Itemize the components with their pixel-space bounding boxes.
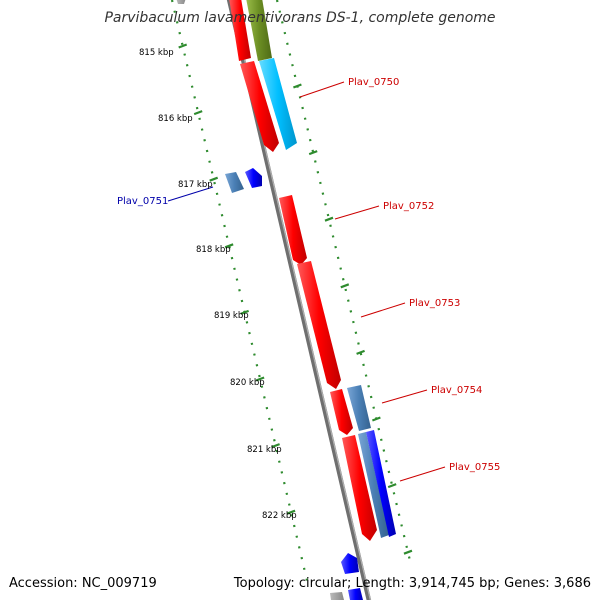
tick-label-818: 818 kbp xyxy=(196,245,231,255)
tick-label-821: 821 kbp xyxy=(247,445,282,455)
tick-mark-inner-821 xyxy=(271,443,280,449)
tick-mark-outer-817 xyxy=(324,216,334,222)
feature-olive xyxy=(246,0,272,61)
gene-features xyxy=(176,0,396,600)
tick-label-819: 819 kbp xyxy=(214,311,249,321)
feature-steel-plav-0754 xyxy=(347,385,371,431)
leader-plav-0752 xyxy=(334,205,380,220)
feature-steel-plav-0755 xyxy=(358,432,389,538)
tick-mark-inner-818 xyxy=(224,243,234,249)
cds-plav-0754 xyxy=(330,389,353,435)
cds-bottom-reverse xyxy=(341,553,359,574)
tick-mark-inner-819 xyxy=(240,309,250,315)
gene-label-plav-0750[interactable]: Plav_0750 xyxy=(348,77,399,88)
gene-label-plav-0754[interactable]: Plav_0754 xyxy=(431,385,482,396)
gene-label-plav-0752[interactable]: Plav_0752 xyxy=(383,201,434,212)
accession-text: Accession: NC_009719 xyxy=(9,576,157,591)
tick-mark-inner-816 xyxy=(193,110,203,116)
cds-top-partial xyxy=(229,0,251,61)
gene-label-plav-0755[interactable]: Plav_0755 xyxy=(449,462,500,473)
tick-mark-inner-815 xyxy=(178,43,188,49)
tick-mark-outer-822 xyxy=(403,549,413,555)
tick-marks xyxy=(178,43,413,555)
tick-mark-outer-816 xyxy=(308,150,318,156)
tick-label-820: 820 kbp xyxy=(230,378,265,388)
gene-labels: Plav_0750 Plav_0751 Plav_0752 Plav_0753 … xyxy=(117,77,500,473)
leader-plav-0753 xyxy=(360,302,406,318)
tick-label-822: 822 kbp xyxy=(262,511,297,521)
leader-plav-0750 xyxy=(299,81,345,98)
tick-mark-outer-815 xyxy=(293,83,302,89)
tick-label-816: 816 kbp xyxy=(158,114,193,124)
map-title: Parvibaculum lavamentivorans DS-1, compl… xyxy=(104,10,495,26)
tick-labels: 815 kbp 816 kbp 817 kbp 818 kbp 819 kbp … xyxy=(139,48,297,521)
feature-grey-top xyxy=(176,0,186,4)
feature-blue-plav-0755 xyxy=(366,430,396,537)
tick-mark-inner-817 xyxy=(209,176,219,182)
feature-cyan-plav-0750 xyxy=(259,58,297,150)
cds-plav-0755 xyxy=(342,435,377,541)
feature-steel-plav-0751 xyxy=(225,172,244,193)
tick-ruler xyxy=(170,0,413,586)
tick-mark-inner-822 xyxy=(286,509,296,515)
gene-label-plav-0753[interactable]: Plav_0753 xyxy=(409,298,460,309)
gene-label-plav-0751[interactable]: Plav_0751 xyxy=(117,196,168,207)
cds-plav-0750 xyxy=(240,61,279,152)
leader-plav-0755 xyxy=(399,466,446,482)
feature-blue-bottom xyxy=(348,588,363,600)
tick-ruler-inner-line xyxy=(170,0,310,586)
feature-grey-bottom xyxy=(330,592,344,600)
tick-mark-outer-818 xyxy=(340,283,350,289)
tick-mark-inner-820 xyxy=(255,376,265,382)
leader-plav-0751 xyxy=(167,186,214,202)
genome-summary-text: Topology: circular; Length: 3,914,745 bp… xyxy=(233,576,591,591)
leader-plav-0754 xyxy=(381,389,428,404)
cds-plav-0753 xyxy=(297,261,341,389)
cds-plav-0752 xyxy=(279,195,307,265)
tick-mark-outer-821 xyxy=(387,483,397,489)
cds-plav-0751 xyxy=(245,168,262,188)
tick-label-817: 817 kbp xyxy=(178,180,213,190)
tick-mark-outer-819 xyxy=(356,349,365,355)
gene-label-leaders xyxy=(167,81,446,482)
tick-label-815: 815 kbp xyxy=(139,48,174,58)
tick-mark-outer-820 xyxy=(371,416,381,422)
